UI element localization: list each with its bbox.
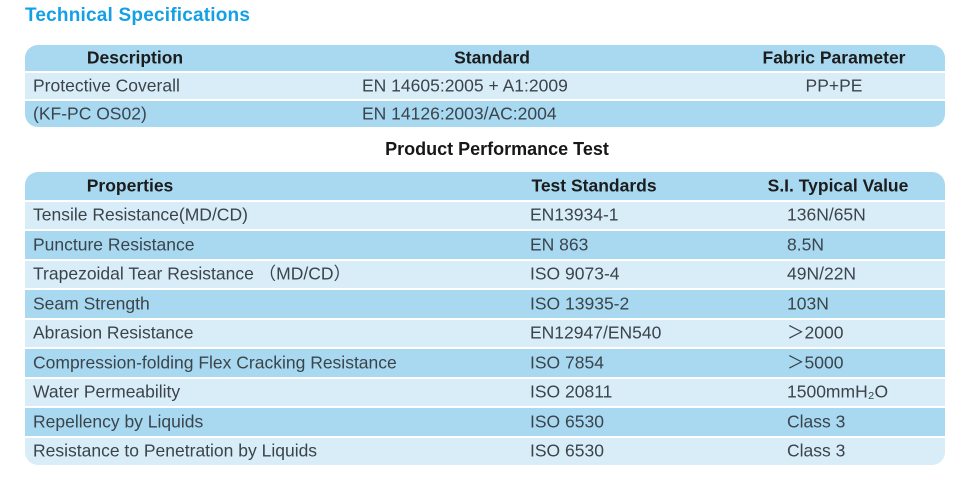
table-row: Puncture Resistance EN 863 8.5N: [25, 231, 945, 259]
perf-standard: EN13934-1: [530, 204, 619, 225]
perf-value: ＞5000: [787, 352, 844, 372]
perf-value: 136N/65N: [787, 204, 866, 225]
perf-property: Compression-folding Flex Cracking Resist…: [33, 352, 397, 372]
perf-value: 103N: [787, 293, 829, 313]
specifications-table: Description Standard Fabric Parameter Pr…: [25, 45, 945, 127]
perf-property: Seam Strength: [33, 293, 150, 313]
perf-header-typical-value: S.I. Typical Value: [767, 175, 909, 195]
table-row: Trapezoidal Tear Resistance （MD/CD） ISO …: [25, 260, 945, 288]
section-title-technical-specifications: Technical Specifications: [25, 5, 251, 26]
spec-standard-value: EN 14126:2003/AC:2004: [362, 103, 557, 124]
perf-standard: ISO 9073-4: [530, 263, 620, 284]
perf-standard: EN 863: [530, 234, 589, 254]
perf-standard: ISO 20811: [530, 381, 613, 402]
perf-property: Trapezoidal Tear Resistance （MD/CD）: [33, 263, 352, 284]
spec-table-header-row: Description Standard Fabric Parameter: [25, 45, 945, 71]
performance-table: Properties Test Standards S.I. Typical V…: [25, 172, 945, 465]
table-row: Compression-folding Flex Cracking Resist…: [25, 349, 945, 377]
perf-value: 49N/22N: [787, 263, 857, 284]
table-row: Seam Strength ISO 13935-2 103N: [25, 290, 945, 318]
spec-description-value: Protective Coverall: [33, 75, 180, 96]
table-row: Abrasion Resistance EN12947/EN540 ＞2000: [25, 319, 945, 347]
spec-standard-value: EN 14605:2005 + A1:2009: [362, 75, 568, 96]
perf-property: Repellency by Liquids: [33, 411, 204, 431]
perf-standard: ISO 6530: [530, 440, 604, 461]
table-row: Resistance to Penetration by Liquids ISO…: [25, 437, 945, 465]
section-title-product-performance-test: Product Performance Test: [385, 139, 609, 159]
spec-fabric-value: PP+PE: [805, 75, 863, 96]
perf-value: 1500mmH₂O: [787, 381, 889, 402]
spec-header-fabric-parameter: Fabric Parameter: [762, 47, 906, 68]
perf-header-test-standards: Test Standards: [531, 175, 657, 195]
perf-value: ＞2000: [787, 322, 844, 343]
table-row: Protective Coverall EN 14605:2005 + A1:2…: [25, 73, 945, 99]
table-row: Water Permeability ISO 20811 1500mmH₂O: [25, 378, 945, 406]
table-row: Tensile Resistance(MD/CD) EN13934-1 136N…: [25, 201, 945, 229]
perf-property: Resistance to Penetration by Liquids: [33, 440, 318, 461]
perf-value: 8.5N: [787, 234, 824, 254]
perf-standard: ISO 6530: [530, 411, 604, 431]
table-row: Repellency by Liquids ISO 6530 Class 3: [25, 408, 945, 436]
perf-standard: ISO 13935-2: [530, 293, 630, 313]
spec-header-standard: Standard: [454, 47, 530, 68]
perf-value: Class 3: [787, 411, 846, 431]
performance-table-header-row: Properties Test Standards S.I. Typical V…: [25, 172, 945, 200]
perf-property: Abrasion Resistance: [33, 322, 194, 343]
spec-description-value: (KF-PC OS02): [33, 103, 147, 124]
perf-property: Puncture Resistance: [33, 234, 195, 254]
perf-standard: ISO 7854: [530, 352, 604, 372]
perf-property: Water Permeability: [33, 381, 181, 402]
perf-property: Tensile Resistance(MD/CD): [33, 204, 248, 225]
perf-standard: EN12947/EN540: [530, 322, 662, 343]
perf-header-properties: Properties: [86, 175, 174, 195]
table-row: (KF-PC OS02) EN 14126:2003/AC:2004: [25, 101, 945, 127]
perf-value: Class 3: [787, 440, 846, 461]
spec-header-description: Description: [86, 47, 184, 68]
